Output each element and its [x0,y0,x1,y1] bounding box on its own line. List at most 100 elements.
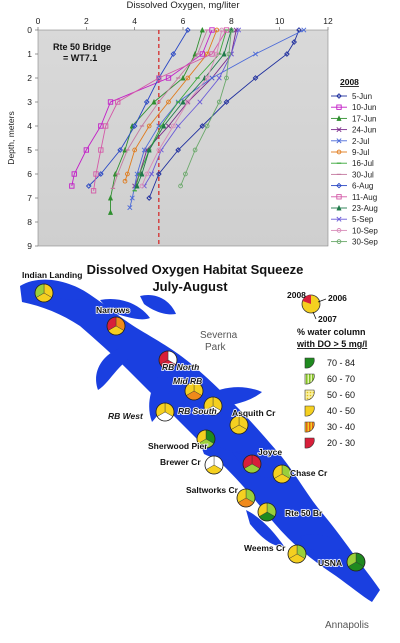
series-point [90,188,97,194]
series-30-sep [178,27,234,189]
legend-label: 30-Jul [352,170,374,179]
y-tick-label: 8 [27,217,32,227]
series-point [149,171,155,177]
series-point [336,104,342,110]
series-line [88,29,189,187]
series-point [184,27,191,33]
series-point [155,171,162,177]
station-pie-outline [204,455,224,475]
station-label: Rte 50 Br [285,508,323,518]
series-point [122,178,128,184]
legend-entry: 17-Jun [331,114,376,123]
series-point [107,99,114,105]
series-point [284,51,290,57]
year-key-red-slice [302,295,311,304]
station-chase-cr: Chase Cr [272,464,329,484]
series-line [93,29,227,191]
series-point [132,147,138,153]
series-point [71,171,77,177]
y-tick-label: 1 [27,49,32,59]
series-point [175,147,182,153]
y-tick-label: 2 [27,73,32,83]
y-tick-label: 7 [27,193,32,203]
series-10-sep [139,27,225,189]
map-legend-entry: 60 - 70 [304,373,355,385]
x-tick-label: 12 [323,16,333,26]
plot-area [37,29,329,247]
series-layer [69,26,307,215]
map-legend-swatch [304,373,315,385]
x-tick-label: 2 [84,16,89,26]
series-point [134,171,140,177]
legend-entry: 2-Jul [331,137,370,146]
station-mid-rb: Mid RB [172,375,204,401]
series-point [336,239,342,244]
legend-entry: 10-Jun [331,103,376,112]
year-key-2006: 2006 [328,293,347,303]
series-point [252,51,259,57]
series-point [183,171,188,177]
series-30-jul [110,29,210,189]
series-point [336,194,342,200]
series-point [291,39,298,45]
series-point [336,149,342,155]
series-point [83,147,89,153]
station-brewer-cr: Brewer Cr [159,455,224,475]
series-line [112,29,208,189]
station-pie-outline [196,429,216,449]
series-23-aug [134,26,234,189]
series-point [146,146,152,153]
legend-label: 30-Sep [352,238,378,247]
station-weems-cr: Weems Cr [243,542,307,564]
series-line [136,29,232,187]
legend-entry: 11-Aug [331,193,377,202]
legend-label: 2-Jul [352,137,370,146]
map-legend-label: 40 - 50 [327,406,355,416]
station-pie-outline [346,552,366,572]
series-point [151,98,157,105]
legend-entry: 5-Sep [331,215,374,224]
legend-label: 16-Jul [352,159,374,168]
series-point [336,216,342,222]
series-point [252,75,259,81]
series-line [141,29,223,187]
station-pie-outline [287,544,307,564]
map-legend-label: 50 - 60 [327,390,355,400]
series-point [85,183,92,189]
station-narrows: Narrows [95,304,131,336]
series-point [117,147,124,153]
annotation-line-2: = WT7.1 [63,53,97,63]
station-sherwood-pier: Sherwood Pier [147,429,216,452]
station-label: RB South [178,406,217,416]
station-label: Brewer Cr [160,457,201,467]
legend-entry: 16-Jul [331,159,374,168]
station-pie-outline [272,464,292,484]
series-line [71,29,213,187]
station-label: Joyce [258,447,282,457]
map-legend-entry: 50 - 60 [304,389,355,401]
series-point [192,147,198,153]
series-5-jun [146,27,302,201]
map-legend-label: 60 - 70 [327,374,355,384]
series-point [236,27,242,33]
x-tick-label: 8 [229,16,234,26]
series-point [129,195,135,201]
station-label: Mid RB [173,376,202,386]
x-tick-label: 10 [275,16,285,26]
series-point [166,99,171,105]
y-tick-label: 5 [27,145,32,155]
year-key-2007: 2007 [318,314,337,324]
legend-label: 10-Jun [352,103,376,112]
series-point [209,75,215,81]
series-point [156,147,162,153]
stations-layer: Indian Landing Narrows RB North Mid RB RB We… [21,269,366,572]
series-point [165,123,172,129]
series-point [69,183,75,189]
legend-label: 9-Jul [352,148,370,157]
chart-title: Dissolved Oxygen, mg/liter [127,0,240,11]
legend-entry: 30-Jul [331,170,374,179]
series-point [134,182,140,189]
chart-legend: 2008 5-Jun 10-Jun 17-Jun 24-Jun 2-Jul 9-Jul 16… [331,77,378,247]
legend-entry: 24-Jun [331,126,376,135]
